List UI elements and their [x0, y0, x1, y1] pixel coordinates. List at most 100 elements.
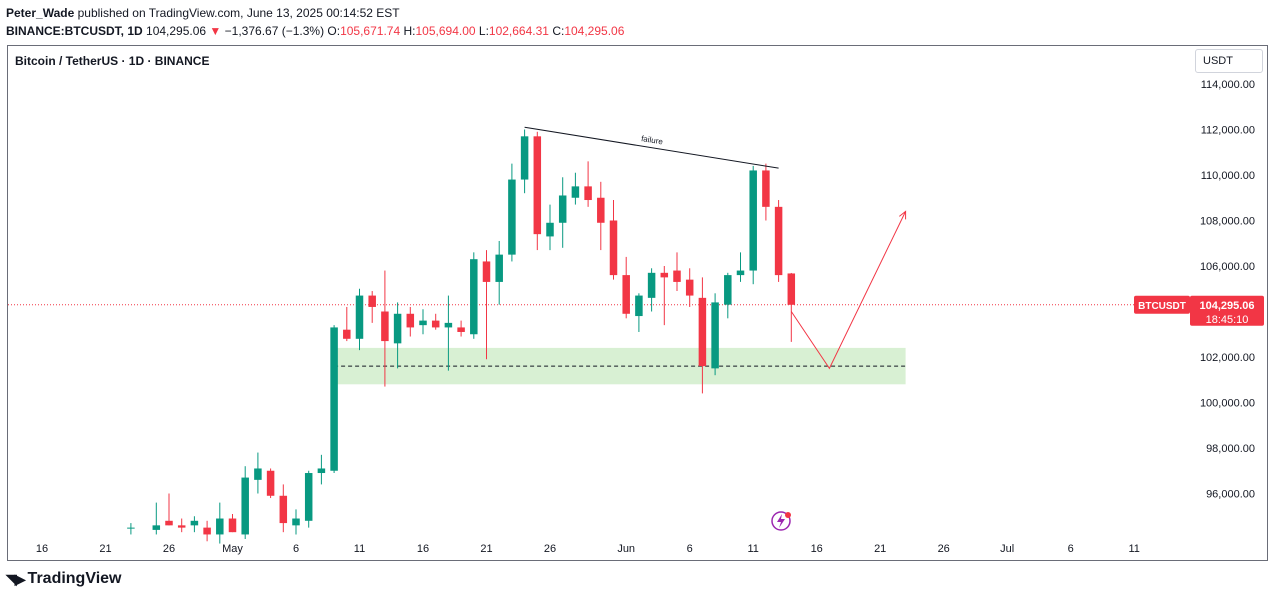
candle-down	[533, 136, 542, 235]
y-tick-label: 98,000.00	[1206, 443, 1255, 455]
x-tick-label: 11	[354, 543, 365, 555]
x-tick-label: 21	[99, 543, 111, 555]
candle-up	[508, 179, 516, 255]
candle-down	[381, 311, 389, 342]
lightning-bolt	[777, 514, 785, 528]
candle-up	[520, 136, 529, 180]
candle-down	[228, 518, 237, 533]
y-tick-label: 112,000.00	[1201, 125, 1255, 137]
candle-up	[292, 518, 300, 526]
candle-down	[343, 329, 351, 339]
candle-down	[203, 527, 211, 535]
high-value: 105,694.00	[415, 24, 476, 38]
author-name[interactable]: Peter_Wade	[6, 6, 75, 20]
projection-arrowhead	[899, 210, 907, 220]
publish-info: published on TradingView.com, June 13, 2…	[77, 6, 400, 20]
x-tick-label: May	[222, 543, 243, 555]
y-tick-label: 96,000.00	[1206, 489, 1255, 501]
candle-down	[177, 525, 186, 528]
x-tick-label: 26	[938, 543, 950, 555]
candle-up	[355, 295, 364, 339]
chart-frame	[7, 45, 1268, 561]
close-label: C:	[552, 24, 565, 38]
candle-up	[330, 327, 338, 471]
candle-down	[457, 327, 465, 332]
candle-down	[673, 270, 681, 282]
candle-down	[597, 197, 605, 223]
price-tag	[1190, 295, 1264, 326]
candle-down	[431, 320, 440, 328]
candle-up	[711, 302, 719, 369]
candle-up	[470, 259, 478, 335]
candle-down	[622, 275, 630, 314]
candle-down	[584, 186, 592, 201]
candle-up	[495, 254, 503, 282]
candle-up	[635, 295, 643, 317]
candle-up	[647, 272, 656, 298]
price-change: −1,376.67 (−1.3%)	[224, 24, 325, 38]
x-tick-label: 26	[163, 543, 175, 555]
high-label: H:	[403, 24, 416, 38]
candle-up	[254, 468, 262, 480]
x-tick-label: Jun	[617, 543, 635, 555]
candle-down	[787, 273, 796, 305]
candle-up	[393, 313, 402, 344]
y-tick-label: 100,000.00	[1200, 398, 1255, 410]
symbol-tag	[1134, 295, 1190, 314]
candle-up	[152, 525, 161, 530]
candle-up	[127, 527, 135, 529]
candle-down	[685, 279, 694, 296]
candle-down	[482, 261, 491, 282]
candle-up	[241, 477, 249, 535]
x-tick-label: 11	[747, 543, 758, 555]
lightning-icon-dot	[785, 512, 791, 518]
candle-up	[444, 322, 453, 328]
y-tick-label: 102,000.00	[1200, 352, 1255, 364]
candle-down	[368, 295, 376, 307]
candle-down	[406, 313, 415, 328]
candle-down	[698, 297, 707, 367]
price-tag-label: 104,295.06	[1199, 300, 1254, 312]
candle-up	[317, 468, 326, 474]
candle-up	[304, 473, 313, 521]
y-tick-label: 108,000.00	[1200, 216, 1255, 228]
ohlc-line: BINANCE:BTCUSDT, 1D 104,295.06 ▼ −1,376.…	[6, 22, 624, 40]
x-tick-label: 11	[1128, 543, 1139, 555]
x-tick-label: 16	[811, 543, 823, 555]
candle-up	[736, 270, 745, 276]
lightning-icon	[771, 511, 791, 531]
brand-name: TradingView	[27, 570, 122, 587]
candle-down	[774, 206, 783, 276]
x-tick-label: 16	[417, 543, 429, 555]
candle-up	[190, 520, 199, 526]
candle-up	[558, 195, 567, 223]
candle-down	[762, 170, 770, 207]
currency-unit-button[interactable]: USDT	[1195, 49, 1263, 73]
y-tick-label: 106,000.00	[1200, 261, 1255, 273]
candle-up	[571, 186, 580, 198]
x-tick-label: 16	[36, 543, 48, 555]
open-value: 105,671.74	[340, 24, 401, 38]
close-value: 104,295.06	[564, 24, 625, 38]
tradingview-logo[interactable]: ◥▶ TradingView	[6, 570, 122, 588]
projection-path	[790, 211, 907, 370]
resistance-trendline	[524, 126, 779, 169]
symbol-tag-label: BTCUSDT	[1138, 301, 1186, 312]
candle-up	[419, 320, 427, 326]
x-tick-label: 6	[687, 543, 693, 555]
change-down-icon: ▼	[209, 24, 222, 38]
candle-up	[724, 275, 732, 305]
lightning-icon-ring	[771, 511, 791, 531]
chart-header: Peter_Wade published on TradingView.com,…	[6, 4, 624, 40]
x-tick-label: 6	[1068, 543, 1074, 555]
candle-up	[216, 518, 224, 535]
candle-down	[266, 470, 275, 496]
publish-line: Peter_Wade published on TradingView.com,…	[6, 4, 624, 22]
x-tick-label: Jul	[1000, 543, 1014, 555]
candle-up	[546, 222, 554, 237]
failure-label: failure	[641, 134, 664, 146]
low-label: L:	[478, 24, 489, 38]
y-tick-label: 114,000.00	[1201, 79, 1255, 91]
symbol-label: BINANCE:BTCUSDT, 1D	[6, 24, 143, 38]
